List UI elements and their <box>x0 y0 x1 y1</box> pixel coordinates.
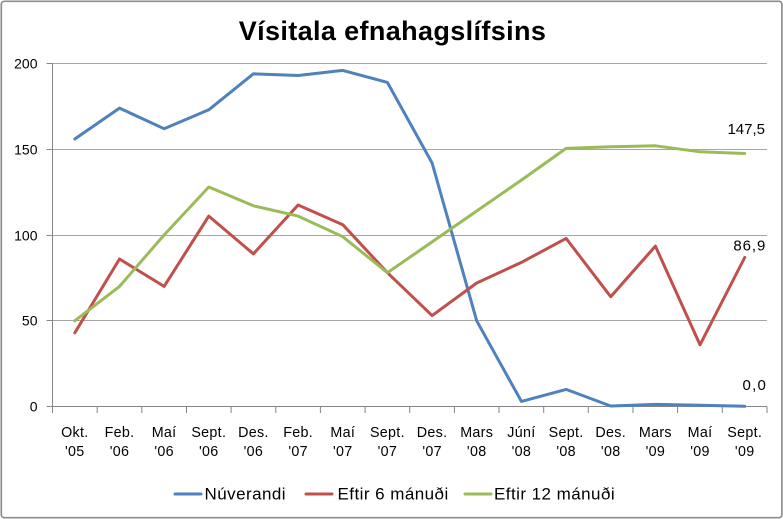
svg-text:200: 200 <box>14 56 38 72</box>
svg-text:50: 50 <box>22 313 38 329</box>
svg-text:Sept.: Sept. <box>370 425 405 441</box>
svg-text:Júní: Júní <box>507 425 535 441</box>
svg-text:100: 100 <box>14 228 38 244</box>
svg-text:Maí: Maí <box>330 425 355 441</box>
svg-text:86,9: 86,9 <box>733 238 766 255</box>
svg-text:'08: '08 <box>512 444 532 460</box>
svg-text:Sept.: Sept. <box>191 425 226 441</box>
svg-text:'09: '09 <box>646 444 666 460</box>
svg-text:Núverandi: Núverandi <box>205 485 287 504</box>
svg-text:0: 0 <box>30 399 38 415</box>
svg-text:'09: '09 <box>690 444 710 460</box>
svg-text:'07: '07 <box>333 444 353 460</box>
svg-text:Feb.: Feb. <box>105 425 135 441</box>
svg-text:'08: '08 <box>467 444 487 460</box>
svg-text:150: 150 <box>14 142 38 158</box>
svg-text:Des.: Des. <box>595 425 626 441</box>
svg-text:'07: '07 <box>422 444 442 460</box>
svg-text:'06: '06 <box>199 444 219 460</box>
svg-text:147,5: 147,5 <box>727 121 765 138</box>
svg-text:'05: '05 <box>65 444 85 460</box>
svg-text:'07: '07 <box>378 444 398 460</box>
svg-text:Sept.: Sept. <box>727 425 762 441</box>
svg-text:'06: '06 <box>244 444 264 460</box>
svg-text:Vísitala efnahagslífsins: Vísitala efnahagslífsins <box>239 16 547 46</box>
svg-text:Okt.: Okt. <box>61 425 88 441</box>
svg-text:Eftir 6 mánuði: Eftir 6 mánuði <box>338 485 449 504</box>
svg-text:Mars: Mars <box>639 425 672 441</box>
svg-text:'09: '09 <box>735 444 755 460</box>
svg-text:'07: '07 <box>288 444 308 460</box>
svg-text:Des.: Des. <box>238 425 269 441</box>
svg-text:'06: '06 <box>154 444 174 460</box>
svg-text:Sept.: Sept. <box>549 425 584 441</box>
svg-text:'08: '08 <box>556 444 576 460</box>
svg-text:Eftir 12 mánuði: Eftir 12 mánuði <box>494 485 615 504</box>
svg-text:Maí: Maí <box>152 425 177 441</box>
svg-text:Maí: Maí <box>688 425 713 441</box>
svg-text:0,0: 0,0 <box>743 377 767 394</box>
svg-text:Des.: Des. <box>417 425 448 441</box>
svg-text:'06: '06 <box>110 444 130 460</box>
svg-text:Mars: Mars <box>460 425 493 441</box>
svg-text:'08: '08 <box>601 444 621 460</box>
svg-text:Feb.: Feb. <box>283 425 313 441</box>
